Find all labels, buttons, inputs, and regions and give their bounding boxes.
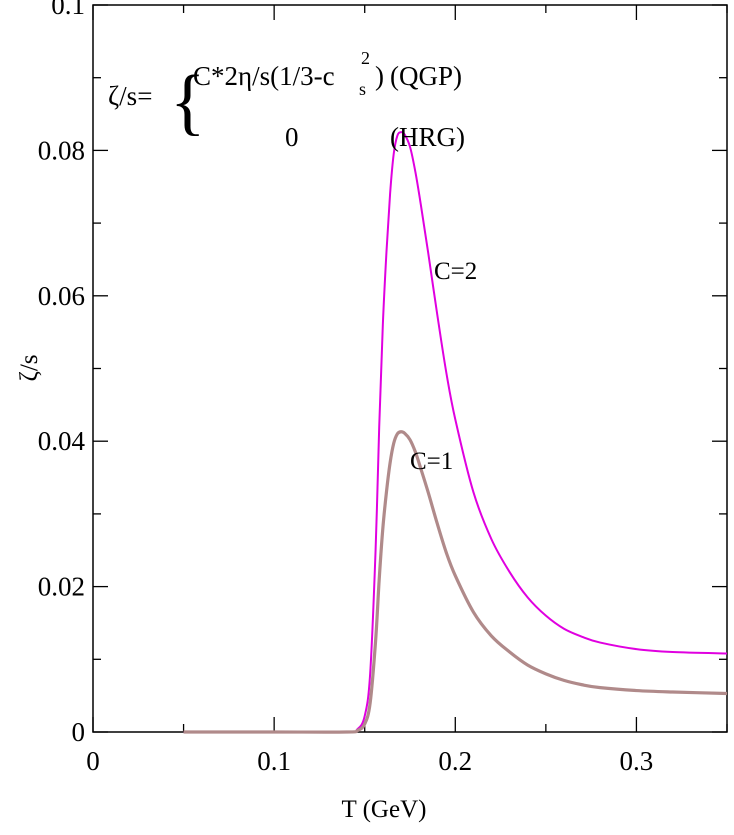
y-tick-label: 0.1 [51, 0, 85, 20]
formula-hrg-label: (HRG) [390, 122, 465, 152]
y-tick-label: 0.06 [38, 281, 85, 311]
axis-ticks [92, 4, 728, 733]
x-tick-label: 0 [86, 746, 100, 776]
formula-hrg-expression: 0 [285, 122, 299, 152]
formula-annotation: ζ/s= { C*2η/s(1/3-c s 2 ) (QGP) 0 (HRG) [108, 48, 465, 152]
formula-qgp-expression: C*2η/s(1/3-c [193, 61, 335, 91]
series-line-c1 [183, 430, 728, 734]
formula-cs-subscript: s [359, 79, 366, 99]
x-tick-label: 0.1 [257, 746, 291, 776]
formula-brace: { [170, 61, 206, 143]
formula-cs-superscript: 2 [361, 48, 370, 68]
series-line-c2 [183, 131, 728, 734]
axis-tick-labels: 0 0.1 0.2 0.3 0 0.02 0.04 0.06 0.08 0.1 [38, 0, 654, 776]
series-curves [183, 131, 728, 734]
series-label-c2: C=2 [434, 258, 477, 285]
formula-lhs: ζ/s= [108, 81, 152, 111]
y-tick-label: 0 [72, 717, 86, 747]
y-axis-title: ζ/s [16, 354, 43, 381]
formula-qgp-close: ) [375, 61, 384, 91]
x-tick-label: 0.3 [620, 746, 654, 776]
y-tick-label: 0.04 [38, 426, 86, 456]
x-axis-title: T (GeV) [342, 796, 427, 823]
x-tick-label: 0.2 [438, 746, 472, 776]
formula-qgp-label: (QGP) [390, 61, 462, 91]
series-label-c1: C=1 [410, 448, 453, 475]
y-tick-label: 0.08 [38, 135, 85, 165]
y-tick-label: 0.02 [38, 572, 85, 602]
